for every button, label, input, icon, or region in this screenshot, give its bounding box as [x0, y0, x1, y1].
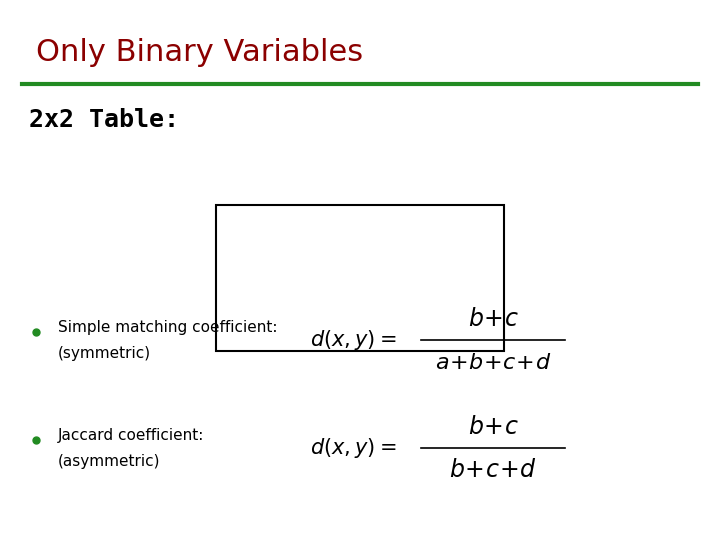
Text: $d(x,y){=}$: $d(x,y){=}$	[310, 436, 396, 460]
Text: Jaccard coefficient:: Jaccard coefficient:	[58, 428, 204, 443]
Text: Only Binary Variables: Only Binary Variables	[36, 38, 363, 67]
Text: $b\!+\!c$: $b\!+\!c$	[468, 307, 518, 330]
Text: $b\!+\!c\!+\!d$: $b\!+\!c\!+\!d$	[449, 458, 537, 482]
Text: $a\!+\!b\!+\!c\!+\!d$: $a\!+\!b\!+\!c\!+\!d$	[435, 353, 552, 373]
Text: 2x2 Table:: 2x2 Table:	[29, 108, 179, 132]
Text: (symmetric): (symmetric)	[58, 346, 150, 361]
Text: (asymmetric): (asymmetric)	[58, 454, 160, 469]
Text: Simple matching coefficient:: Simple matching coefficient:	[58, 320, 277, 335]
Text: $b\!+\!c$: $b\!+\!c$	[468, 415, 518, 438]
Text: $d(x,y){=}$: $d(x,y){=}$	[310, 328, 396, 352]
FancyBboxPatch shape	[216, 205, 504, 351]
